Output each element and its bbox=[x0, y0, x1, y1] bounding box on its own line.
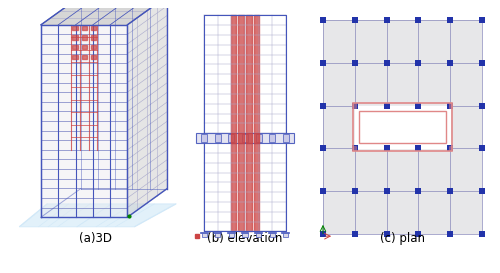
Text: (a)3D: (a)3D bbox=[78, 232, 112, 245]
Bar bbox=[323, 63, 355, 106]
Bar bbox=[215, 134, 221, 142]
Bar bbox=[91, 55, 96, 59]
Text: (b) elevation: (b) elevation bbox=[208, 232, 282, 245]
Polygon shape bbox=[20, 204, 176, 227]
Bar bbox=[242, 233, 248, 238]
Bar bbox=[82, 45, 87, 49]
Bar bbox=[254, 133, 259, 143]
Bar bbox=[418, 106, 450, 148]
Bar bbox=[91, 45, 96, 49]
Polygon shape bbox=[41, 0, 167, 25]
Bar bbox=[450, 191, 482, 234]
Bar bbox=[270, 233, 275, 238]
Bar bbox=[353, 146, 356, 150]
Bar bbox=[386, 106, 418, 148]
Polygon shape bbox=[238, 15, 244, 232]
Bar bbox=[82, 35, 87, 40]
Bar bbox=[359, 111, 446, 143]
Bar bbox=[72, 45, 78, 49]
Bar bbox=[355, 148, 386, 191]
Bar bbox=[418, 191, 450, 234]
Bar bbox=[72, 26, 78, 30]
Polygon shape bbox=[254, 15, 259, 232]
Bar bbox=[448, 103, 452, 108]
Bar bbox=[450, 106, 482, 148]
Bar bbox=[231, 133, 236, 143]
Bar bbox=[91, 26, 96, 30]
Bar bbox=[72, 35, 78, 40]
Bar bbox=[256, 134, 262, 142]
Bar bbox=[323, 106, 355, 148]
Bar bbox=[72, 55, 78, 59]
Bar bbox=[418, 148, 450, 191]
Bar bbox=[246, 133, 252, 143]
Bar bbox=[283, 134, 289, 142]
Polygon shape bbox=[128, 0, 167, 217]
Bar bbox=[450, 148, 482, 191]
Bar bbox=[242, 134, 248, 142]
Bar bbox=[82, 55, 87, 59]
Bar bbox=[353, 103, 452, 151]
Bar bbox=[450, 20, 482, 63]
Bar bbox=[269, 134, 275, 142]
Bar bbox=[283, 233, 288, 238]
Bar bbox=[418, 63, 450, 106]
Bar bbox=[196, 133, 294, 143]
Bar bbox=[448, 146, 452, 150]
Bar bbox=[91, 35, 96, 40]
Bar bbox=[418, 20, 450, 63]
Bar bbox=[228, 134, 234, 142]
Polygon shape bbox=[231, 15, 236, 232]
Polygon shape bbox=[204, 15, 286, 232]
Polygon shape bbox=[355, 106, 450, 148]
Bar bbox=[353, 103, 356, 108]
Bar bbox=[323, 191, 355, 234]
Bar bbox=[386, 191, 418, 234]
Bar bbox=[386, 20, 418, 63]
Bar bbox=[256, 233, 261, 238]
Bar bbox=[229, 233, 234, 238]
Bar bbox=[450, 63, 482, 106]
Bar bbox=[215, 233, 220, 238]
Bar bbox=[386, 148, 418, 191]
Bar bbox=[82, 26, 87, 30]
Bar bbox=[355, 63, 386, 106]
Bar bbox=[323, 148, 355, 191]
Bar bbox=[386, 63, 418, 106]
Bar bbox=[355, 106, 386, 148]
Text: (c) plan: (c) plan bbox=[380, 232, 425, 245]
Bar bbox=[323, 20, 355, 63]
Bar bbox=[201, 134, 207, 142]
Polygon shape bbox=[246, 15, 252, 232]
Bar bbox=[238, 133, 244, 143]
Bar bbox=[202, 233, 207, 238]
Bar bbox=[355, 20, 386, 63]
Bar bbox=[355, 191, 386, 234]
Polygon shape bbox=[41, 25, 128, 217]
